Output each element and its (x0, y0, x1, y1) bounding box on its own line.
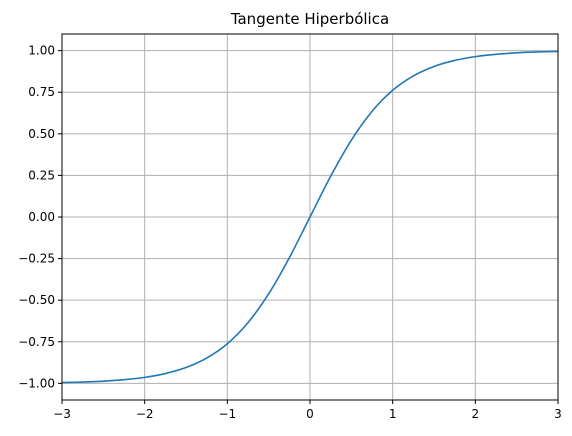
y-tick-label: −0.25 (18, 252, 55, 266)
y-tick-label: −0.75 (18, 335, 55, 349)
chart-title: Tangente Hiperbólica (230, 10, 389, 28)
y-tick-label: 0.00 (28, 210, 55, 224)
y-tick-label: −0.50 (18, 293, 55, 307)
x-tick-label: 1 (389, 407, 397, 421)
x-tick-label: −3 (53, 407, 71, 421)
y-axis: −1.00 −0.75 −0.50 −0.25 0.00 0.25 0.50 0.75 1.00 (18, 44, 62, 390)
y-tick-label: 0.75 (28, 85, 55, 99)
x-tick-label: 2 (472, 407, 480, 421)
x-tick-label: 0 (306, 407, 314, 421)
x-axis: −3 −2 −1 0 1 2 3 (53, 400, 562, 421)
plot-series (61, 50, 559, 384)
x-tick-label: −2 (136, 407, 154, 421)
y-tick-label: −1.00 (18, 376, 55, 390)
x-tick-label: 3 (554, 407, 562, 421)
grid (61, 34, 559, 400)
y-tick-label: 0.25 (28, 168, 55, 182)
series-line-tanh (61, 50, 559, 384)
y-tick-label: 0.50 (28, 127, 55, 141)
x-tick-label: −1 (218, 407, 236, 421)
y-tick-label: 1.00 (28, 44, 55, 58)
